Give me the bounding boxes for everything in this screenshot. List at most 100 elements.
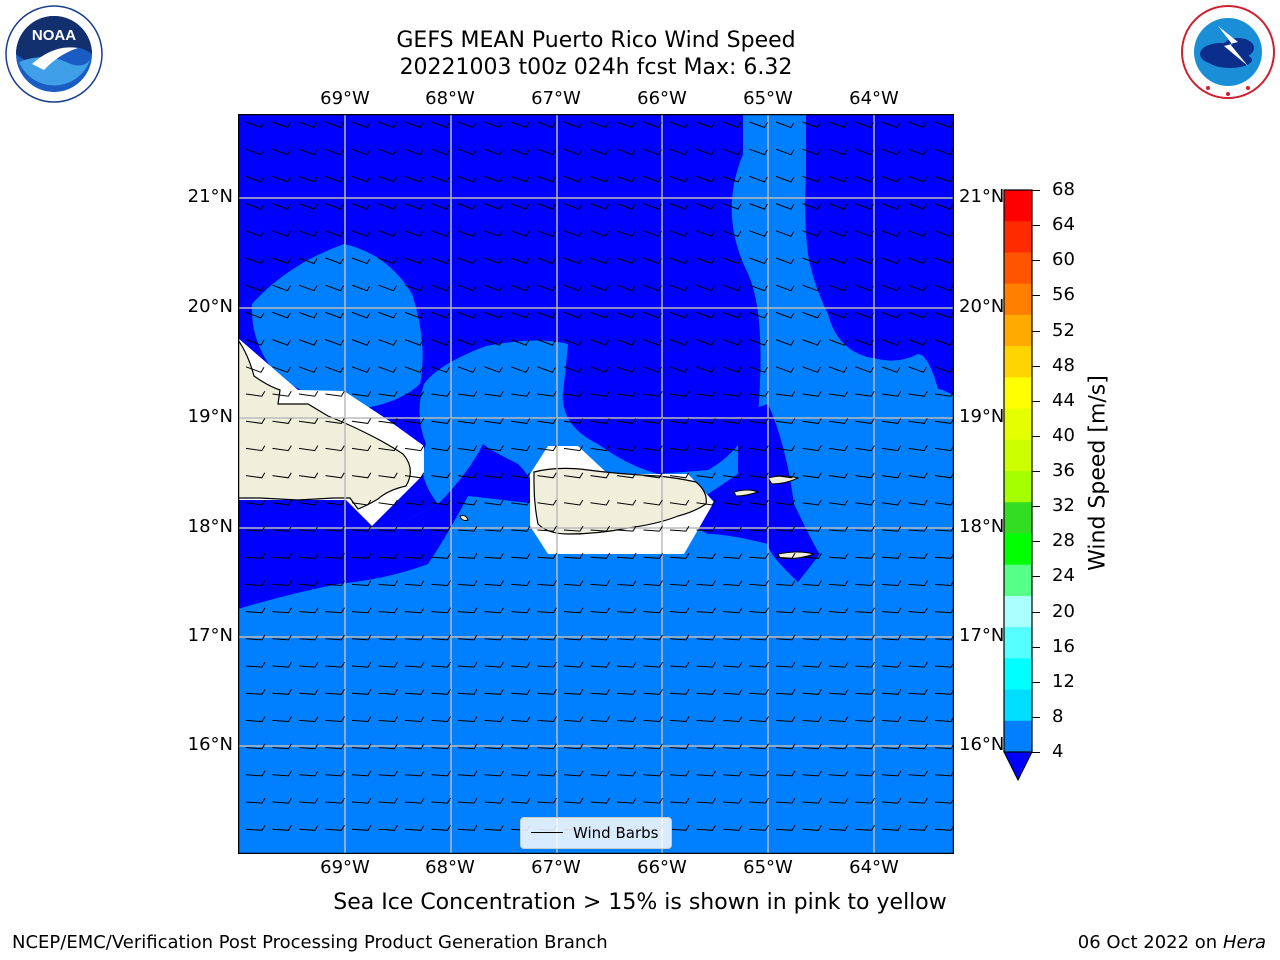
wind-barb [749, 418, 769, 424]
wind-barb [696, 472, 716, 479]
wind-barb [749, 121, 768, 129]
wind-barb [802, 525, 822, 532]
wind-barb [431, 634, 451, 641]
wind-barb [457, 825, 478, 831]
wind-barb [696, 175, 715, 183]
wind-barb [616, 203, 636, 210]
wind-barb [298, 689, 319, 695]
wind-barb [722, 418, 743, 424]
wind-barb [908, 553, 928, 559]
wind-barb [934, 366, 954, 373]
wind-barb [245, 499, 266, 506]
wind-barbs [245, 121, 954, 831]
wind-barb [351, 230, 371, 237]
wind-barb [696, 366, 715, 373]
wind-barb [855, 743, 875, 750]
wind-barb [590, 311, 609, 319]
wind-barb [563, 445, 584, 452]
wind-barb [537, 661, 557, 668]
wind-barb [563, 661, 584, 668]
colorbar-bin [1004, 689, 1032, 722]
wind-barb [881, 339, 901, 346]
wind-barb [563, 339, 583, 346]
wind-barb [245, 203, 265, 210]
wind-barb [457, 770, 478, 777]
wind-barb [378, 203, 397, 210]
wind-barb [457, 284, 477, 292]
wind-barb [404, 797, 425, 804]
wind-barb [855, 230, 874, 237]
wind-barb [325, 661, 345, 668]
wind-barb [351, 553, 372, 559]
wind-barb [298, 148, 318, 156]
colorbar-tick-mark [1032, 506, 1040, 508]
wind-barb [351, 257, 371, 265]
wind-barb [431, 743, 451, 750]
wind-barb [934, 339, 954, 346]
wind-barb [537, 770, 557, 777]
wind-barb [272, 825, 292, 831]
wind-barb [696, 797, 716, 804]
wind-barb [537, 607, 557, 614]
wind-barb [722, 230, 742, 237]
lat-label-right: 16°N [959, 734, 1005, 755]
noaa-logo: NOAA [4, 4, 104, 108]
wind-barb [590, 553, 610, 559]
wind-barb [351, 148, 371, 156]
wind-barb [696, 607, 716, 614]
wind-barb [563, 743, 584, 750]
lon-label-top: 69°W [320, 88, 370, 109]
colorbar-tick-mark [1032, 576, 1040, 578]
wind-barb [881, 445, 902, 452]
wind-barb [722, 311, 742, 319]
wind-barb [855, 716, 875, 723]
wind-barb [351, 284, 371, 292]
wind-barb [404, 634, 425, 641]
wind-barb [828, 390, 849, 397]
wind-barb [484, 716, 504, 723]
wind-barb [245, 284, 265, 292]
wind-barb [404, 203, 424, 210]
wind-barb [616, 553, 637, 559]
wind-barb [908, 390, 928, 397]
wind-barb [934, 175, 954, 183]
wind-barb [802, 580, 822, 587]
colorbar-bin [1004, 502, 1032, 534]
wind-barb [855, 284, 874, 292]
wind-barb [669, 203, 689, 210]
wind-barb [616, 525, 637, 532]
wind-barb [669, 311, 689, 319]
wind-barb [457, 499, 478, 506]
wind-barb [749, 634, 769, 641]
wind-barb [616, 148, 636, 156]
colorbar-tick-label: 48 [1052, 354, 1075, 376]
lat-label-left: 19°N [187, 406, 233, 427]
wind-barb [749, 311, 768, 319]
wind-barb [669, 797, 690, 804]
wind-barb [908, 499, 928, 506]
wind-barb [457, 418, 478, 424]
wind-barb [749, 580, 769, 587]
wind-barb [431, 553, 451, 559]
wind-barb [590, 661, 610, 668]
wind-barb [669, 743, 690, 750]
wind-barb [431, 607, 451, 614]
wind-barb [722, 472, 743, 479]
colorbar-tick-label: 56 [1052, 284, 1075, 306]
wind-barb [563, 121, 583, 129]
colorbar-bin [1004, 314, 1032, 347]
wind-barb [510, 366, 530, 373]
wind-barb [325, 148, 344, 156]
wind-barb [749, 553, 769, 559]
wind-barb [245, 472, 266, 479]
wind-barb [802, 770, 822, 777]
wind-barb [457, 472, 478, 479]
wind-barb [351, 445, 372, 452]
colorbar-tick-label: 64 [1052, 214, 1075, 236]
wind-barb [431, 230, 450, 237]
wind-barb [775, 148, 795, 156]
wind-barb [245, 797, 266, 804]
wind-barb [404, 148, 424, 156]
wind-barb [272, 311, 291, 319]
wind-barb [351, 203, 371, 210]
